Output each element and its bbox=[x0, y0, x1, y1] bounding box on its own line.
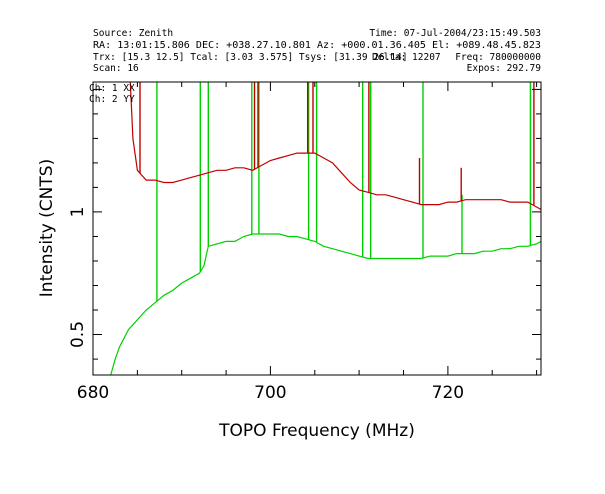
legend-ch1: Ch: 1 XX bbox=[89, 83, 135, 94]
y-tick-labels: 0.51 bbox=[68, 206, 88, 348]
y-tick-label: 1 bbox=[68, 206, 88, 217]
header-expos: Expos: 292.79 bbox=[467, 63, 542, 74]
legend-ch2: Ch: 2 YY bbox=[89, 94, 135, 105]
header-source: Source: Zenith bbox=[93, 28, 173, 39]
legend: Ch: 1 XX Ch: 2 YY bbox=[89, 83, 135, 105]
header-scan: Scan: 16 bbox=[93, 63, 139, 74]
header-coords: RA: 13:01:15.806 DEC: +038.27.10.801 Az:… bbox=[93, 40, 541, 51]
data-layer bbox=[110, 82, 541, 375]
x-tick-label: 720 bbox=[432, 383, 464, 403]
y-axis-label: Intensity (CNTS) bbox=[37, 159, 57, 297]
x-tick-label: 700 bbox=[254, 383, 286, 403]
series-line-ch2 bbox=[110, 233, 541, 375]
x-tick-labels: 680 700 720 bbox=[77, 383, 464, 403]
plot-frame bbox=[92, 81, 542, 376]
series-line-ch1 bbox=[129, 82, 541, 211]
header-temps: Trx: [15.3 12.5] Tcal: [3.03 3.575] Tsys… bbox=[93, 52, 408, 63]
x-tick-label: 680 bbox=[77, 383, 109, 403]
header-freq: Freq: 780000000 bbox=[455, 52, 541, 63]
series-ch1-group bbox=[129, 82, 541, 211]
y-tick-label: 0.5 bbox=[68, 321, 88, 348]
series-ch2-group bbox=[110, 82, 541, 375]
header-block: Source: Zenith Time: 07-Jul-2004/23:15:4… bbox=[93, 28, 541, 74]
header-time: Time: 07-Jul-2004/23:15:49.503 bbox=[369, 28, 541, 39]
header-delta: Delta: 12207 bbox=[372, 52, 441, 63]
x-axis-label: TOPO Frequency (MHz) bbox=[218, 421, 415, 441]
axes-group bbox=[92, 81, 542, 376]
